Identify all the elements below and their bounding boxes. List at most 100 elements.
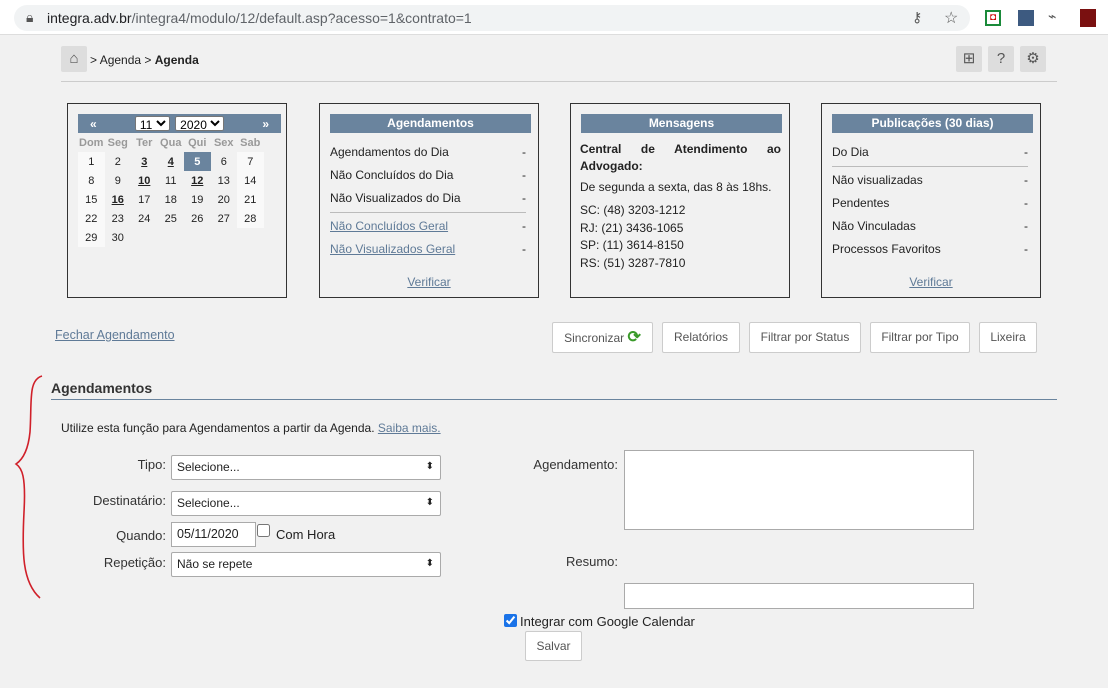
help-icon: ? <box>996 50 1006 67</box>
stat-label: Não Visualizados do Dia <box>330 191 461 205</box>
calendar-day[interactable]: 22 <box>78 209 105 228</box>
next-month-button[interactable]: » <box>262 116 269 131</box>
quando-date-input[interactable]: 05/11/2020 <box>171 522 256 547</box>
weekday-header: Qua <box>160 136 182 149</box>
calendar-day[interactable]: 30 <box>111 231 124 244</box>
com-hora-checkbox[interactable] <box>257 524 270 537</box>
calendar-day[interactable]: 11 <box>165 174 177 187</box>
nao-concluidos-geral-link[interactable]: Não Concluídos Geral <box>330 219 449 233</box>
verificar-link[interactable]: Verificar <box>909 275 953 289</box>
filtrar-tipo-button[interactable]: Filtrar por Tipo <box>870 322 970 353</box>
calendar-day[interactable]: 6 <box>220 155 227 168</box>
calendar-day[interactable]: 9 <box>114 174 121 187</box>
calendar-day[interactable]: 15 <box>78 190 105 209</box>
sincronizar-button[interactable]: Sincronizar ⟳ <box>552 322 653 353</box>
calendar-day[interactable]: 28 <box>237 209 264 228</box>
filtrar-status-button[interactable]: Filtrar por Status <box>749 322 861 353</box>
stat-label: Processos Favoritos <box>832 242 941 256</box>
verificar-link[interactable]: Verificar <box>407 275 451 289</box>
extension-icon[interactable]: ◘ <box>985 10 1001 26</box>
lixeira-button[interactable]: Lixeira <box>979 322 1037 353</box>
calendar-day[interactable]: 25 <box>164 212 177 225</box>
calendar-day[interactable]: 29 <box>78 228 105 247</box>
com-hora-label: Com Hora <box>276 527 336 542</box>
extension-icon[interactable]: ⌁ <box>1048 8 1057 24</box>
address-bar[interactable]: 🔒︎ integra.adv.br/integra4/modulo/12/def… <box>14 5 970 31</box>
breadcrumb: > Agenda > Agenda <box>90 53 199 67</box>
button-label: Sincronizar <box>564 331 625 345</box>
stat-value: - <box>1024 145 1028 159</box>
fechar-agendamento-link[interactable]: Fechar Agendamento <box>55 328 175 342</box>
stat-label: Não visualizadas <box>832 173 923 187</box>
stat-value: - <box>522 191 526 205</box>
calendar-day[interactable]: 3 <box>141 155 148 168</box>
breadcrumb-separator: > <box>144 53 152 67</box>
repeticao-select[interactable]: Não se repete <box>171 552 441 577</box>
month-select[interactable]: 11 <box>134 115 170 131</box>
tipo-label: Tipo: <box>137 457 166 472</box>
prev-month-button[interactable]: « <box>90 116 97 131</box>
repeticao-label: Repetição: <box>103 555 166 570</box>
calendar-day[interactable]: 27 <box>217 212 230 225</box>
settings-button[interactable]: ⚙ <box>1020 46 1046 72</box>
signpost-icon: ⊞ <box>962 50 976 67</box>
home-button[interactable]: ⌂ <box>61 46 87 72</box>
calendar-day[interactable]: 4 <box>167 155 174 168</box>
year-select[interactable]: 2020 <box>175 115 225 131</box>
saiba-mais-link[interactable]: Saiba mais. <box>377 421 441 435</box>
stat-label: Não Concluídos do Dia <box>330 168 454 182</box>
phone-list: SC: (48) 3203-1212 RJ: (21) 3436-1065 SP… <box>580 202 685 272</box>
calendar-day[interactable]: 1 <box>78 152 105 171</box>
phone: RS: (51) 3287-7810 <box>580 255 686 270</box>
calendar-day[interactable]: 19 <box>191 193 204 206</box>
support-hours: De segunda a sexta, das 8 às 18hs. <box>580 180 772 194</box>
calendar-day[interactable]: 2 <box>114 155 121 168</box>
stat-label: Agendamentos do Dia <box>330 145 449 159</box>
calendar-day[interactable]: 8 <box>78 171 105 190</box>
google-calendar-checkbox[interactable] <box>504 614 517 627</box>
agendamento-label: Agendamento: <box>533 457 618 472</box>
relatorios-button[interactable]: Relatórios <box>662 322 740 353</box>
tipo-select[interactable]: Selecione... <box>171 455 441 480</box>
help-button[interactable]: ? <box>988 46 1014 72</box>
publicacoes-panel: Publicações (30 dias) Do Dia - Não visual… <box>821 103 1041 298</box>
calendar-day[interactable]: 13 <box>217 174 230 187</box>
stat-label: Pendentes <box>832 196 890 210</box>
panel-title: Publicações (30 dias) <box>832 114 1033 133</box>
url-host: integra.adv.br <box>47 10 132 26</box>
star-icon[interactable]: ☆ <box>944 10 959 27</box>
stat-value: - <box>522 145 526 159</box>
nao-visualizados-geral-link[interactable]: Não Visualizados Geral <box>330 242 456 256</box>
agendamento-textarea[interactable] <box>624 450 974 530</box>
calendar-day[interactable]: 16 <box>111 193 124 206</box>
calendar-day[interactable]: 14 <box>237 171 264 190</box>
destinatario-select[interactable]: Selecione... <box>171 491 441 516</box>
divider <box>51 399 1057 400</box>
stat-label: Não Vinculadas <box>832 219 916 233</box>
calendar-day[interactable]: 18 <box>164 193 177 206</box>
panel-title: Agendamentos <box>330 114 531 133</box>
calendar-day[interactable]: 20 <box>217 193 230 206</box>
extension-icon[interactable] <box>1018 10 1034 26</box>
signpost-button[interactable]: ⊞ <box>956 46 982 72</box>
calendar-day[interactable]: 12 <box>191 174 204 187</box>
salvar-button[interactable]: Salvar <box>525 631 582 661</box>
calendar-day[interactable]: 7 <box>237 152 264 171</box>
calendar-empty <box>184 228 211 247</box>
phone: SP: (11) 3614-8150 <box>580 238 684 252</box>
calendar-grid: Dom Seg Ter Qua Qui Sex Sab 1 2 3 4 5 6 7 8 9 10 11 12 13 14… <box>78 133 264 247</box>
resumo-input[interactable] <box>624 583 974 609</box>
pdf-icon[interactable] <box>1080 9 1096 27</box>
browser-toolbar: 🔒︎ integra.adv.br/integra4/modulo/12/def… <box>0 0 1108 35</box>
calendar-day[interactable]: 24 <box>138 212 151 225</box>
stat-value: - <box>1024 219 1028 233</box>
quando-label: Quando: <box>116 528 166 543</box>
calendar-day[interactable]: 5 <box>184 152 211 171</box>
breadcrumb-agenda[interactable]: Agenda <box>99 53 142 67</box>
calendar-day[interactable]: 17 <box>138 193 151 206</box>
calendar-day[interactable]: 10 <box>138 174 151 187</box>
calendar-day[interactable]: 26 <box>191 212 204 225</box>
key-icon[interactable]: ⚷ <box>912 9 923 25</box>
calendar-day[interactable]: 21 <box>237 190 264 209</box>
calendar-day[interactable]: 23 <box>111 212 124 225</box>
